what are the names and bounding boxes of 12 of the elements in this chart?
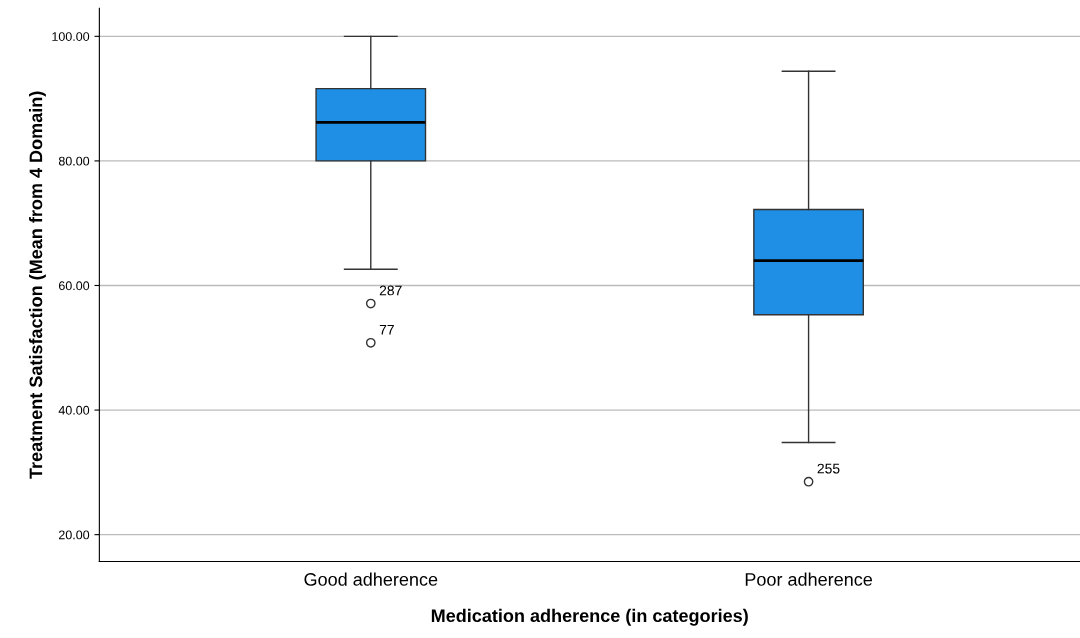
y-tick-label: 60.00 — [59, 281, 90, 291]
x-tick-label: Poor adherence — [745, 572, 873, 586]
y-axis-title: Treatment Satisfaction (Mean from 4 Domain) — [29, 91, 46, 479]
x-axis-title: Medication adherence (in categories) — [431, 608, 748, 626]
y-tick-label: 20.00 — [58, 530, 90, 540]
annotation: 287 — [379, 285, 402, 296]
y-tick-label: 40.00 — [58, 405, 90, 415]
annotation: 77 — [379, 324, 394, 335]
annotation: 255 — [817, 463, 840, 474]
y-tick-label: 100.00 — [52, 32, 90, 41]
y-tick-label: 80.00 — [58, 156, 90, 166]
x-tick-label: Good adherence — [304, 572, 438, 586]
